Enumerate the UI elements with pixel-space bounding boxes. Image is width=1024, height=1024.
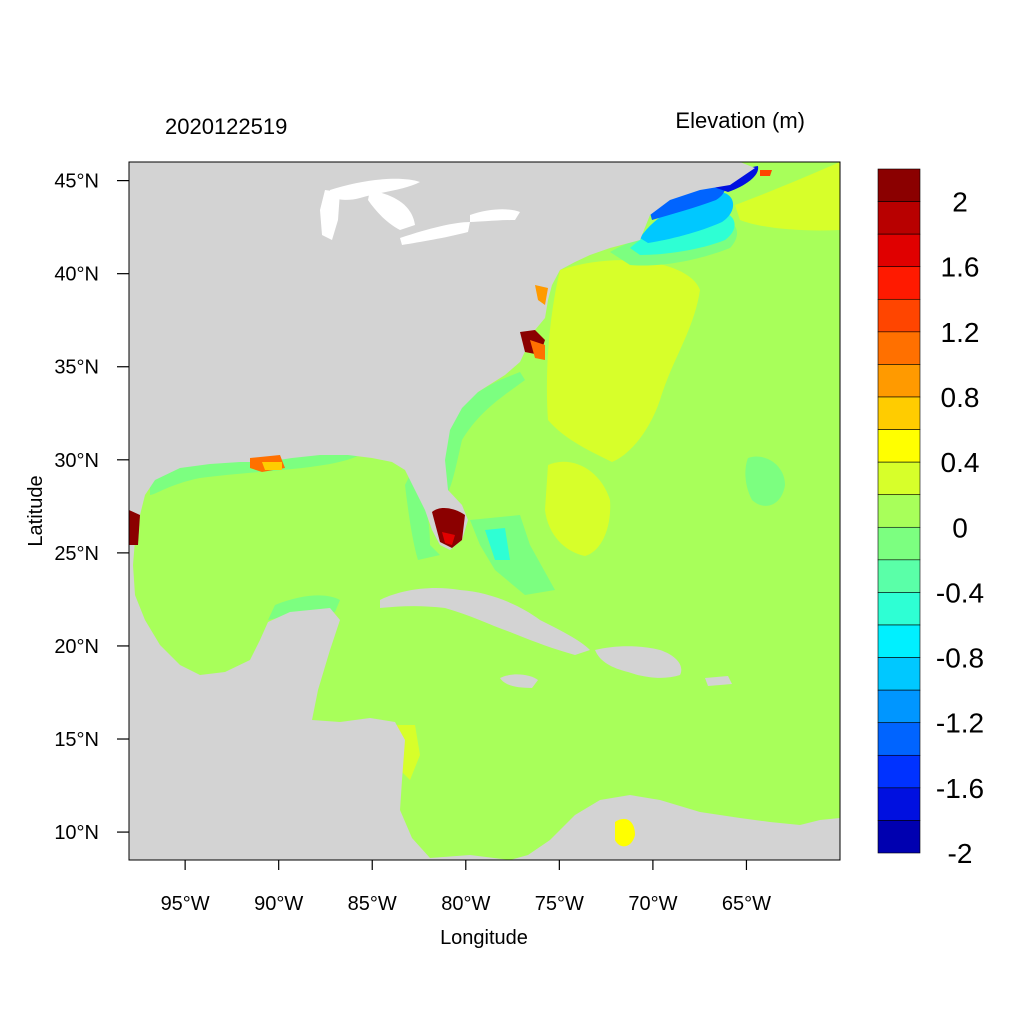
- colorbar-segment: [877, 429, 921, 463]
- y-tick-label: 40°N: [54, 264, 99, 286]
- x-tick-label: 75°W: [535, 893, 584, 915]
- land-hispaniola: [595, 646, 682, 678]
- colorbar-segment: [877, 168, 921, 202]
- anomaly-positive-atlantic-south: [545, 461, 611, 556]
- colorbar-label: 0.8: [941, 382, 980, 413]
- colorbar-label: 0.4: [941, 447, 980, 478]
- colorbar-label: -0.8: [936, 643, 984, 674]
- x-tick-label: 80°W: [441, 893, 490, 915]
- colorbar-segment: [877, 364, 921, 398]
- colorbar-label: 1.6: [941, 252, 980, 283]
- land-puerto-rico: [705, 676, 732, 686]
- colorbar-label: -1.2: [936, 708, 984, 739]
- colorbar-segment: [877, 233, 921, 268]
- colorbar-segment: [877, 657, 921, 691]
- surge-positive-delmarva: [535, 285, 548, 305]
- land-jamaica: [500, 674, 538, 688]
- y-tick-label: 20°N: [54, 636, 99, 658]
- colorbar: 2 1.6 1.2 0.8 0.4 0 -0.4 -0.8 -1.2 -1.6 -2: [877, 168, 984, 869]
- colorbar-label: 1.2: [941, 317, 980, 348]
- lake-erie: [400, 222, 470, 245]
- surge-positive-florida: [432, 508, 465, 548]
- surge-positive-gulf-coast-2: [262, 462, 282, 470]
- colorbar-label: -1.6: [936, 773, 984, 804]
- colorbar-segment: [877, 689, 921, 724]
- land-north-america: [129, 162, 840, 860]
- coastal-negative-bahamas-2: [485, 528, 510, 560]
- lake-michigan: [320, 190, 340, 240]
- surge-positive-caribbean-south: [615, 818, 635, 847]
- colorbar-label: -0.4: [936, 577, 984, 608]
- x-tick-label: 65°W: [722, 893, 771, 915]
- surge-positive-florida-2: [442, 532, 455, 545]
- map-plot-area: [129, 162, 840, 860]
- plot-frame: [128, 161, 841, 861]
- x-tick-label: 90°W: [254, 893, 303, 915]
- land-cuba: [380, 588, 590, 655]
- colorbar-segment: [877, 592, 921, 626]
- surge-positive-texas: [129, 510, 140, 545]
- surge-positive-carolina-2: [530, 340, 545, 360]
- anomaly-negative-small: [745, 456, 785, 506]
- colorbar-segment: [877, 754, 921, 789]
- colorbar-segment: [877, 396, 921, 430]
- lake-ontario: [470, 209, 520, 222]
- colorbar-segment: [877, 298, 921, 333]
- y-axis: 10°N 15°N 20°N 25°N 30°N 35°N 40°N 45°N: [54, 171, 129, 844]
- colorbar-label: 0: [952, 512, 968, 543]
- x-tick-label: 95°W: [161, 893, 210, 915]
- y-tick-label: 45°N: [54, 171, 99, 193]
- x-axis-label: Longitude: [440, 927, 528, 949]
- colorbar-segment: [877, 331, 921, 365]
- y-tick-label: 15°N: [54, 729, 99, 751]
- colorbar-segment: [877, 624, 921, 658]
- surge-negative-gulf-maine-3: [640, 191, 734, 243]
- lake-superior: [330, 178, 420, 200]
- colorbar-segment: [877, 201, 921, 235]
- colorbar-segment: [877, 266, 921, 300]
- coastal-negative-band: [440, 372, 525, 500]
- colorbar-segment: [877, 820, 921, 854]
- colorbar-label: -2: [948, 838, 973, 869]
- colorbar-segment: [877, 461, 921, 496]
- colorbar-label: 2: [952, 187, 968, 218]
- colorbar-segment: [877, 559, 921, 593]
- colorbar-segment: [877, 526, 921, 561]
- y-tick-label: 35°N: [54, 357, 99, 379]
- colorbar-segment: [877, 787, 921, 821]
- y-tick-label: 10°N: [54, 822, 99, 844]
- anomaly-positive-atlantic: [546, 260, 700, 462]
- y-tick-label: 30°N: [54, 450, 99, 472]
- y-tick-label: 25°N: [54, 543, 99, 565]
- y-axis-label: Latitude: [25, 475, 47, 546]
- colorbar-segment: [877, 494, 921, 528]
- colorbar-segment: [877, 722, 921, 756]
- timestamp-label: 2020122519: [165, 114, 287, 139]
- anomaly-positive-northeast: [735, 162, 840, 231]
- surge-positive-maine: [760, 170, 772, 176]
- x-tick-label: 85°W: [348, 893, 397, 915]
- x-tick-label: 70°W: [628, 893, 677, 915]
- x-axis: 95°W 90°W 85°W 80°W 75°W 70°W 65°W: [161, 860, 771, 915]
- coastal-negative-florida-west: [405, 475, 440, 560]
- lake-huron: [368, 190, 415, 230]
- variable-title: Elevation (m): [675, 108, 805, 133]
